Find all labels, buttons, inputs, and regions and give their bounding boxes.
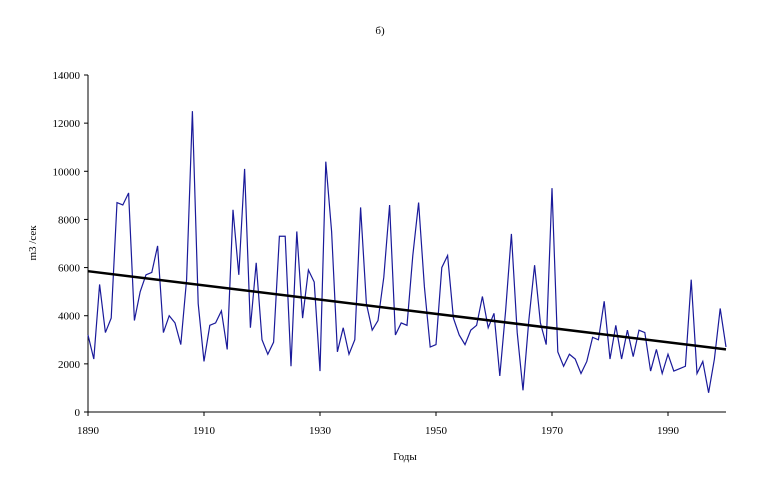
chart-title: б) xyxy=(375,25,385,37)
y-tick-label: 10000 xyxy=(53,166,81,178)
y-tick-label: 14000 xyxy=(53,70,81,82)
y-tick-label: 4000 xyxy=(58,311,81,323)
data-line xyxy=(87,111,727,393)
y-axis-label: m3 /сек xyxy=(27,225,39,261)
x-tick-label: 1910 xyxy=(193,425,216,437)
trend-line xyxy=(87,269,727,351)
x-tick-label: 1890 xyxy=(77,425,100,437)
y-tick-label: 12000 xyxy=(53,118,81,130)
x-tick-label: 1970 xyxy=(541,425,564,437)
x-tick-label: 1930 xyxy=(309,425,332,437)
x-tick-label: 1990 xyxy=(657,425,680,437)
x-tick-label: 1950 xyxy=(425,425,448,437)
y-tick-label: 8000 xyxy=(58,214,81,226)
x-axis-label: Годы xyxy=(393,451,417,463)
y-tick-label: 0 xyxy=(75,407,81,419)
y-tick-label: 6000 xyxy=(58,263,81,275)
y-tick-label: 2000 xyxy=(58,359,81,371)
